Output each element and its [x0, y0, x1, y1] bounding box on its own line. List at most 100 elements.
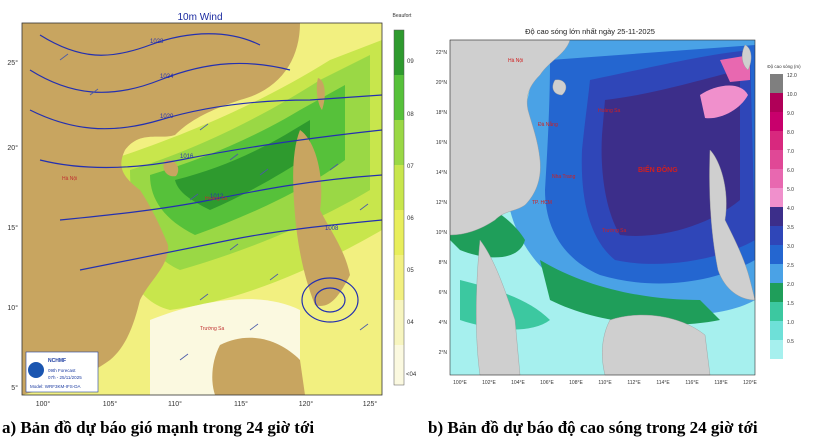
wave-lon-114e: 114°E [656, 380, 670, 386]
taiwan-land [316, 78, 325, 110]
wind-lat-10: 10° [7, 304, 18, 312]
colorbar-tick-09: 09 [407, 59, 414, 65]
logo-line3: Model: WRF3KM-IFS-DA [30, 384, 81, 389]
wave-legend-title: Độ cao sóng (m) [767, 64, 801, 69]
wave-legend-swatch [770, 264, 783, 283]
wave-legend-label: 8.0 [787, 130, 794, 136]
colorbar-tick-04: 04 [407, 320, 414, 326]
wave-lon-118e: 118°E [714, 380, 728, 386]
wind-lat-15: 15° [7, 224, 18, 232]
wave-legend-swatch [770, 226, 783, 245]
wave-place-hanoi: Hà Nội [508, 58, 523, 64]
wave-legend-label: 1.5 [787, 301, 794, 307]
isobar-label-1028: 1028 [150, 39, 164, 45]
colorbar-tick-07: 07 [407, 164, 414, 170]
colorbar-tick-05: 05 [407, 268, 414, 274]
wave-lon-108e: 108°E [569, 380, 583, 386]
wave-legend: Độ cao sóng (m) 12.0 10.0 9.0 8.0 7.0 6.0 5.0 4… [767, 64, 801, 359]
wave-lon-100e: 100°E [453, 380, 467, 386]
wave-place-truongsa: Trường Sa [602, 228, 626, 234]
wave-legend-label: 2.0 [787, 282, 794, 288]
wave-legend-label: 7.0 [787, 149, 794, 155]
wave-lat-2n: 2°N [439, 350, 448, 356]
wave-legend-swatch [770, 74, 783, 93]
wind-colorbar: Beaufort 09 08 07 06 05 04 <04 [393, 13, 417, 386]
wind-map-caption: a) Bản đồ dự báo gió mạnh trong 24 giờ t… [2, 418, 315, 437]
wave-map: Độ cao sóng lớn nhất ngày 25-11-2025 [436, 27, 801, 386]
mainland-asia [22, 23, 300, 395]
wave-legend-label: 12.0 [787, 73, 797, 79]
wave-legend-swatch [770, 340, 783, 359]
wave-legend-swatch [770, 188, 783, 207]
isobar-label-1008: 1008 [325, 226, 339, 232]
wind-lat-5: 5° [11, 384, 18, 392]
wind-lon-105: 105° [103, 400, 118, 408]
wave-lat-12n: 12°N [436, 200, 448, 206]
nchmf-logo-box: NCHMF 09th Forecast 07h - 25/11/2025 Mod… [25, 351, 99, 393]
wind-lon-125: 125° [363, 400, 378, 408]
wave-legend-label: 1.0 [787, 320, 794, 326]
wave-legend-label: 3.5 [787, 225, 794, 231]
wind-lon-100: 100° [36, 400, 51, 408]
wave-lon-106e: 106°E [540, 380, 554, 386]
wave-lat-16n: 16°N [436, 140, 448, 146]
wave-legend-swatch [770, 207, 783, 226]
wave-legend-label: 6.0 [787, 168, 794, 174]
wave-legend-swatch [770, 283, 783, 302]
wave-lon-110e: 110°E [598, 380, 612, 386]
wind-barbs [59, 53, 369, 361]
wave-lat-8n: 8°N [439, 260, 448, 266]
wave-legend-label: 10.0 [787, 92, 797, 98]
wave-lat-20n: 20°N [436, 80, 448, 86]
wave-map-title: Độ cao sóng lớn nhất ngày 25-11-2025 [525, 27, 655, 36]
wave-lat-18n: 18°N [436, 110, 448, 116]
colorbar-tick-lt04: <04 [406, 372, 417, 378]
wave-lon-102e: 102°E [482, 380, 496, 386]
wind-lon-115: 115° [234, 400, 248, 408]
philippines-land [293, 130, 350, 306]
wave-place-biendong: BIỂN ĐÔNG [638, 165, 678, 174]
colorbar-tick-08: 08 [407, 112, 414, 118]
wave-place-hoangsa: Hoàng Sa [598, 108, 620, 114]
wind-lat-25: 25° [7, 59, 18, 67]
isobars [29, 33, 383, 323]
place-truong-sa: Trường Sa [200, 326, 224, 332]
wave-place-danang: Đà Nẵng [538, 121, 558, 128]
isobar-label-1016: 1016 [180, 154, 194, 160]
wave-lon-120e: 120°E [743, 380, 757, 386]
isobar-label-1012: 1012 [210, 194, 224, 200]
wave-legend-swatch [770, 169, 783, 188]
wave-legend-swatch [770, 93, 783, 112]
wave-legend-swatch [770, 112, 783, 131]
logo-line2: 07h - 25/11/2025 [48, 375, 82, 380]
wave-lat-4n: 4°N [439, 320, 448, 326]
isobar-label-1020: 1020 [160, 114, 174, 120]
wave-lon-112e: 112°E [627, 380, 641, 386]
wave-lat-22n: 22°N [436, 50, 448, 56]
wave-legend-swatch [770, 245, 783, 264]
wave-map-caption: b) Bản đồ dự báo độ cao sóng trong 24 gi… [428, 418, 758, 437]
wave-legend-swatch [770, 131, 783, 150]
colorbar-tick-06: 06 [407, 216, 414, 222]
wave-map-land [449, 39, 756, 376]
isobar-label-1024: 1024 [160, 74, 174, 80]
wave-place-nhatrang: Nha Trang [552, 174, 576, 180]
wave-lon-104e: 104°E [511, 380, 525, 386]
place-hoang-sa: Hoàng Sa [205, 196, 227, 202]
wind-map-title: 10m Wind [177, 12, 222, 23]
wave-legend-swatch [770, 302, 783, 321]
wave-legend-label: 0.5 [787, 339, 794, 345]
wind-forecast-panel: 10m Wind 1028 [7, 12, 417, 408]
place-hanoi: Hà Nội [62, 176, 77, 182]
wave-lat-6n: 6°N [439, 290, 448, 296]
wind-lon-120: 120° [299, 400, 314, 408]
wind-map: 10m Wind 1028 [7, 12, 417, 408]
wave-legend-label: 4.0 [787, 206, 794, 212]
colorbar-label: Beaufort [393, 13, 413, 19]
nchmf-logo-icon [28, 362, 44, 378]
wave-legend-label: 3.0 [787, 244, 794, 250]
logo-line1: 09th Forecast [48, 368, 76, 373]
wave-legend-swatch [770, 150, 783, 169]
wave-legend-label: 2.5 [787, 263, 794, 269]
wave-lat-10n: 10°N [436, 230, 448, 236]
